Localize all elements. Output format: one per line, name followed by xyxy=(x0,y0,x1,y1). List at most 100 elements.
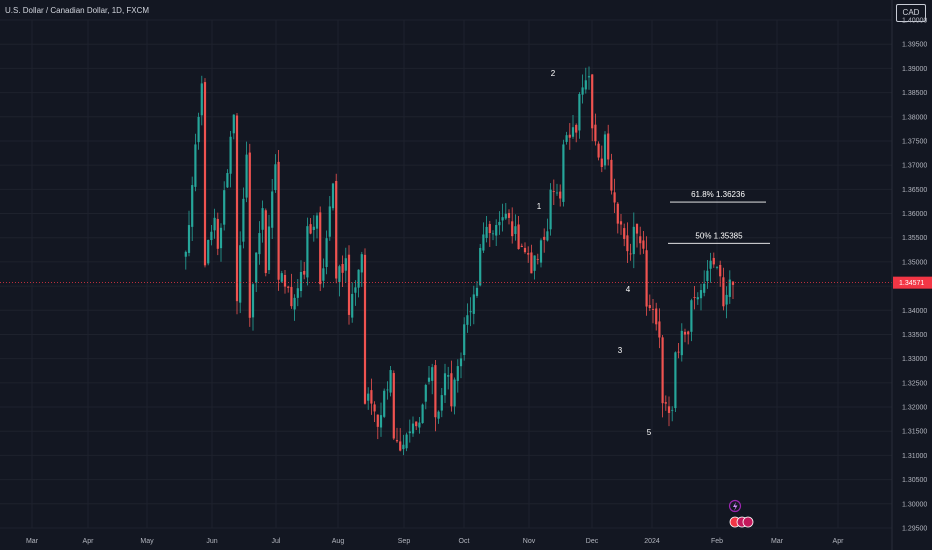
candle-body xyxy=(363,254,367,404)
candle-body xyxy=(239,245,242,303)
candle-body xyxy=(699,290,703,299)
candle-body xyxy=(639,236,642,244)
candle-body xyxy=(507,213,511,218)
circle-marker-icon[interactable] xyxy=(742,516,754,528)
candle-body xyxy=(712,257,715,265)
candle-body xyxy=(680,330,683,356)
candle-body xyxy=(539,240,543,263)
candle-body xyxy=(703,283,706,293)
fib-level-label: 50% 1.35385 xyxy=(695,231,743,240)
candle-body xyxy=(360,254,363,273)
candle-body xyxy=(597,143,600,158)
candle-body xyxy=(415,421,418,427)
candle-body xyxy=(207,239,210,264)
candle-body xyxy=(434,365,437,418)
x-tick-label: Sep xyxy=(398,538,411,545)
candle-body xyxy=(303,270,306,275)
candle-body xyxy=(690,300,693,332)
candle-body xyxy=(719,264,722,277)
candle-body xyxy=(399,441,402,451)
y-tick-label: 1.35500 xyxy=(902,235,927,242)
candle-body xyxy=(565,135,568,142)
candle-body xyxy=(376,414,379,427)
last-price-label: 1.34571 xyxy=(899,280,924,287)
candle-body xyxy=(514,226,517,234)
candle-body xyxy=(648,305,651,308)
candle-body xyxy=(728,279,731,297)
candle-body xyxy=(530,252,533,274)
candle-body xyxy=(731,281,735,285)
candle-body xyxy=(623,228,626,239)
y-tick-label: 1.36000 xyxy=(902,211,927,218)
candle-body xyxy=(325,238,328,267)
candle-body xyxy=(527,253,530,255)
event-markers[interactable] xyxy=(728,499,754,528)
candle-body xyxy=(447,375,450,377)
candle-body xyxy=(408,431,411,434)
candle-body xyxy=(475,287,479,296)
y-tick-label: 1.31000 xyxy=(902,453,927,460)
candle-body xyxy=(248,152,251,318)
y-tick-label: 1.33000 xyxy=(902,356,927,363)
candle-body xyxy=(184,251,187,257)
candle-body xyxy=(226,173,229,188)
y-tick-label: 1.32500 xyxy=(902,380,927,387)
y-tick-label: 1.40000 xyxy=(902,18,927,25)
candle-body xyxy=(357,269,360,288)
candle-body xyxy=(696,297,699,300)
candle-body xyxy=(306,226,309,278)
candle-body xyxy=(274,164,277,191)
candle-body xyxy=(661,337,664,404)
candle-body xyxy=(424,384,427,402)
candle-body xyxy=(722,277,725,307)
fibonacci-levels: 61.8% 1.36236 50% 1.35385 xyxy=(668,190,770,244)
candle-body xyxy=(549,189,552,230)
candle-body xyxy=(632,226,635,255)
candle-body xyxy=(197,116,200,143)
y-tick-label: 1.30500 xyxy=(902,477,927,484)
candle-body xyxy=(216,218,219,249)
candle-body xyxy=(725,294,728,305)
candle-body xyxy=(635,223,639,234)
x-tick-label: Apr xyxy=(83,538,95,545)
candle-body xyxy=(450,373,453,407)
candle-body xyxy=(194,144,197,187)
candle-body xyxy=(587,76,591,78)
candle-body xyxy=(642,240,645,249)
candle-body xyxy=(242,198,245,242)
candle-body xyxy=(687,331,690,335)
candle-body xyxy=(543,236,546,240)
candle-body xyxy=(706,270,709,281)
wave-label: 2 xyxy=(551,69,556,78)
candle-body xyxy=(383,390,386,417)
candle-body xyxy=(203,82,207,266)
currency-button[interactable]: CAD xyxy=(896,4,926,22)
candle-body xyxy=(440,395,443,411)
y-tick-label: 1.37500 xyxy=(902,138,927,145)
candle-body xyxy=(437,411,440,419)
candle-body xyxy=(402,444,405,450)
candle-body xyxy=(504,213,507,219)
grid-lines xyxy=(0,19,892,529)
candle-body xyxy=(405,434,408,449)
candle-body xyxy=(591,74,594,129)
candle-body xyxy=(331,183,335,209)
wave-label: 3 xyxy=(618,346,623,355)
candle-body xyxy=(674,352,677,409)
candle-body xyxy=(552,191,555,192)
price-axis[interactable]: 1.40000 1.39500 1.39000 1.38500 1.38000 1.375… xyxy=(891,0,932,550)
candle-body xyxy=(235,115,239,302)
candle-body xyxy=(520,245,523,248)
candle-body xyxy=(347,254,351,315)
candle-body xyxy=(571,127,575,137)
lightning-icon[interactable] xyxy=(728,499,742,513)
lightning-icon-glyph xyxy=(733,502,738,511)
candle-body xyxy=(709,260,712,269)
x-tick-label: Mar xyxy=(26,538,39,545)
candle-body xyxy=(594,124,597,142)
time-axis[interactable]: Mar Apr May Jun Jul Aug Sep Oct Nov Dec 2024 Feb Mar… xyxy=(26,538,844,545)
candle-body xyxy=(581,87,584,95)
y-tick-label: 1.35000 xyxy=(902,259,927,266)
candle-body xyxy=(245,154,248,198)
